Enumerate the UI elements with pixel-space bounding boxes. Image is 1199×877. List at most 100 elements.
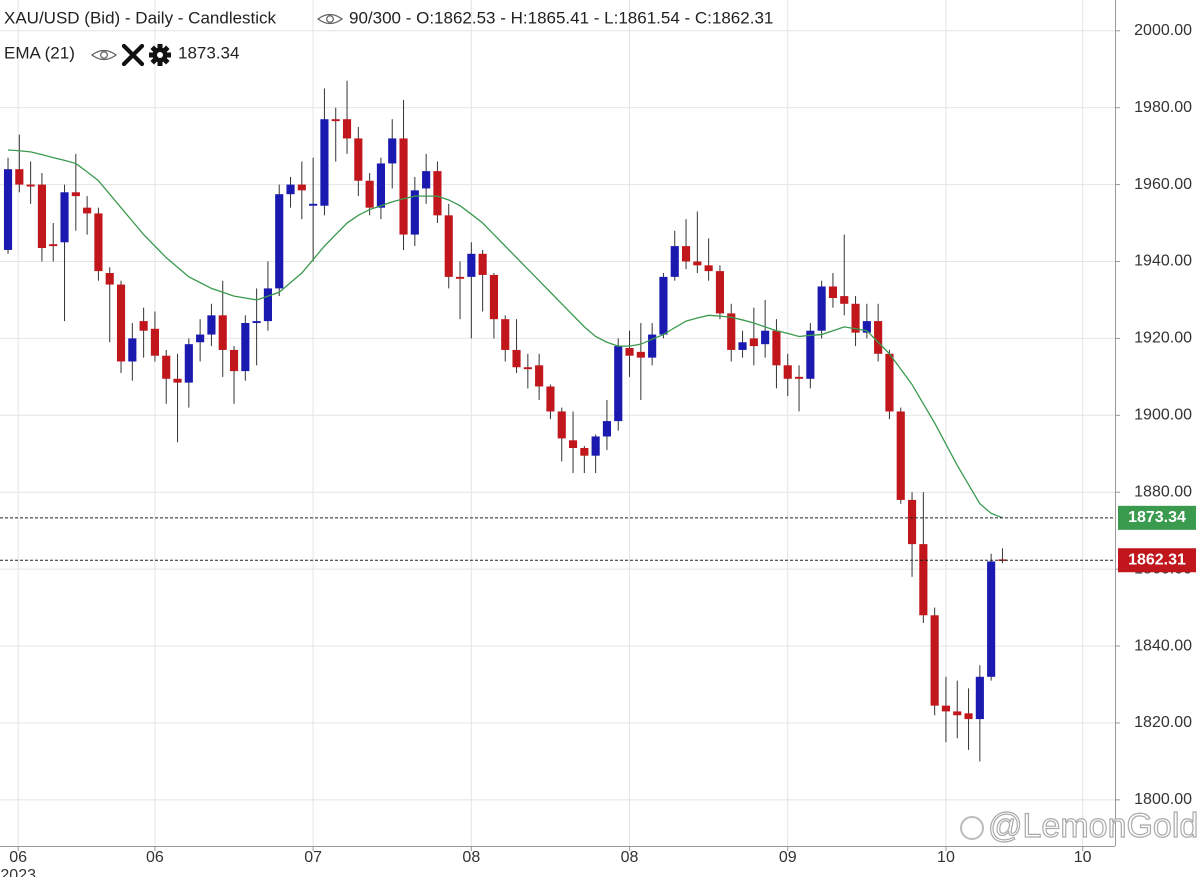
candle-body [602, 421, 612, 437]
x-tick-label: 08 [621, 849, 639, 866]
candle-body [738, 342, 747, 350]
x-tick-label: 10 [1074, 849, 1092, 866]
candle-body [196, 334, 205, 343]
candle-body [648, 334, 657, 358]
candle-body [410, 190, 419, 235]
candle-body [794, 376, 804, 379]
candle-body [331, 119, 340, 122]
candle-body [964, 713, 973, 720]
candle-body [116, 284, 126, 362]
candle-body [772, 330, 781, 366]
candle-body [376, 163, 386, 208]
candle-body [670, 246, 679, 277]
candle-body [467, 253, 476, 277]
x-tick-label: 09 [779, 849, 797, 866]
candle-body [241, 323, 250, 372]
candle-body [388, 138, 397, 164]
candle-body [851, 303, 860, 333]
candle-body [907, 499, 917, 545]
candle-body [557, 411, 566, 439]
watermark-icon [960, 816, 984, 840]
settings-icon[interactable] [144, 39, 175, 70]
candle-body [207, 315, 216, 335]
year-label: 2023 [0, 867, 36, 877]
candle-body [354, 138, 363, 181]
visibility-icon[interactable] [316, 13, 344, 25]
candle-body [275, 194, 284, 289]
candle-body [840, 296, 849, 304]
candle-body [94, 213, 103, 272]
candle-body [636, 351, 645, 358]
remove-indicator-icon[interactable] [121, 43, 145, 67]
candle-body [71, 192, 80, 197]
candle-body [614, 346, 623, 422]
candle-body [229, 349, 239, 372]
candle-body [252, 321, 261, 324]
price-tag-label: 1873.34 [1128, 509, 1186, 526]
axes: 1800.001820.001840.001860.001880.001900.… [0, 22, 1196, 877]
candle-body [433, 171, 442, 216]
candle-body [478, 253, 487, 275]
candle-body [49, 244, 58, 247]
candle-body [761, 330, 770, 345]
y-tick-label: 1820.00 [1134, 714, 1192, 731]
x-tick-label: 07 [304, 849, 322, 866]
y-tick-label: 1800.00 [1134, 791, 1192, 808]
candle-body [885, 353, 894, 412]
candle-body [783, 365, 792, 379]
candle-body [681, 246, 691, 262]
y-tick-label: 1880.00 [1134, 483, 1192, 500]
y-tick-label: 1900.00 [1134, 407, 1192, 424]
candle-body [399, 138, 408, 235]
y-tick-label: 1960.00 [1134, 176, 1192, 193]
candle-body [489, 274, 499, 320]
candle-body [715, 271, 725, 314]
candle-body [139, 321, 148, 331]
candle-body [173, 378, 182, 383]
watermark: @LemonGold [988, 807, 1198, 845]
candle-body [580, 447, 589, 456]
candle-body [286, 184, 295, 195]
candle-body [523, 367, 532, 370]
y-tick-label: 1980.00 [1134, 99, 1192, 116]
grid [0, 0, 1115, 846]
candle-body [501, 319, 510, 350]
indicator-value: 1873.34 [178, 43, 239, 62]
x-tick-label: 06 [9, 849, 27, 866]
candle-body [727, 313, 736, 350]
candle-body [919, 544, 928, 616]
price-tag [1118, 505, 1196, 530]
candle-body [941, 705, 951, 712]
y-tick-label: 1840.00 [1134, 637, 1192, 654]
indicator-visibility-icon[interactable] [90, 49, 118, 61]
candle-body [150, 328, 159, 356]
candle-body [862, 321, 871, 333]
x-tick-label: 08 [462, 849, 480, 866]
chart-title: XAU/USD (Bid) - Daily - Candlestick [4, 8, 277, 27]
candle-body [263, 288, 272, 322]
candle-body [806, 330, 815, 379]
candle-body [342, 119, 352, 139]
candle-body [218, 315, 227, 350]
candle-body [953, 711, 962, 716]
candle-body [60, 192, 69, 243]
price-tag-label: 1862.31 [1128, 551, 1186, 568]
x-tick-label: 06 [146, 849, 164, 866]
candle-body [422, 171, 431, 189]
price-tag [1118, 548, 1196, 573]
candle-body [455, 276, 465, 279]
candle-body [512, 349, 521, 368]
candle-body [975, 676, 984, 720]
indicator-name: EMA (21) [4, 43, 75, 62]
ema-line [7, 149, 1003, 519]
y-tick-label: 1920.00 [1134, 330, 1192, 347]
candle-body [625, 348, 634, 356]
candle-body [693, 261, 702, 266]
plot-area [0, 80, 1115, 762]
candle-body [987, 561, 996, 677]
candle-body [444, 215, 453, 277]
candle-body [896, 411, 905, 500]
candle-body [15, 169, 24, 185]
